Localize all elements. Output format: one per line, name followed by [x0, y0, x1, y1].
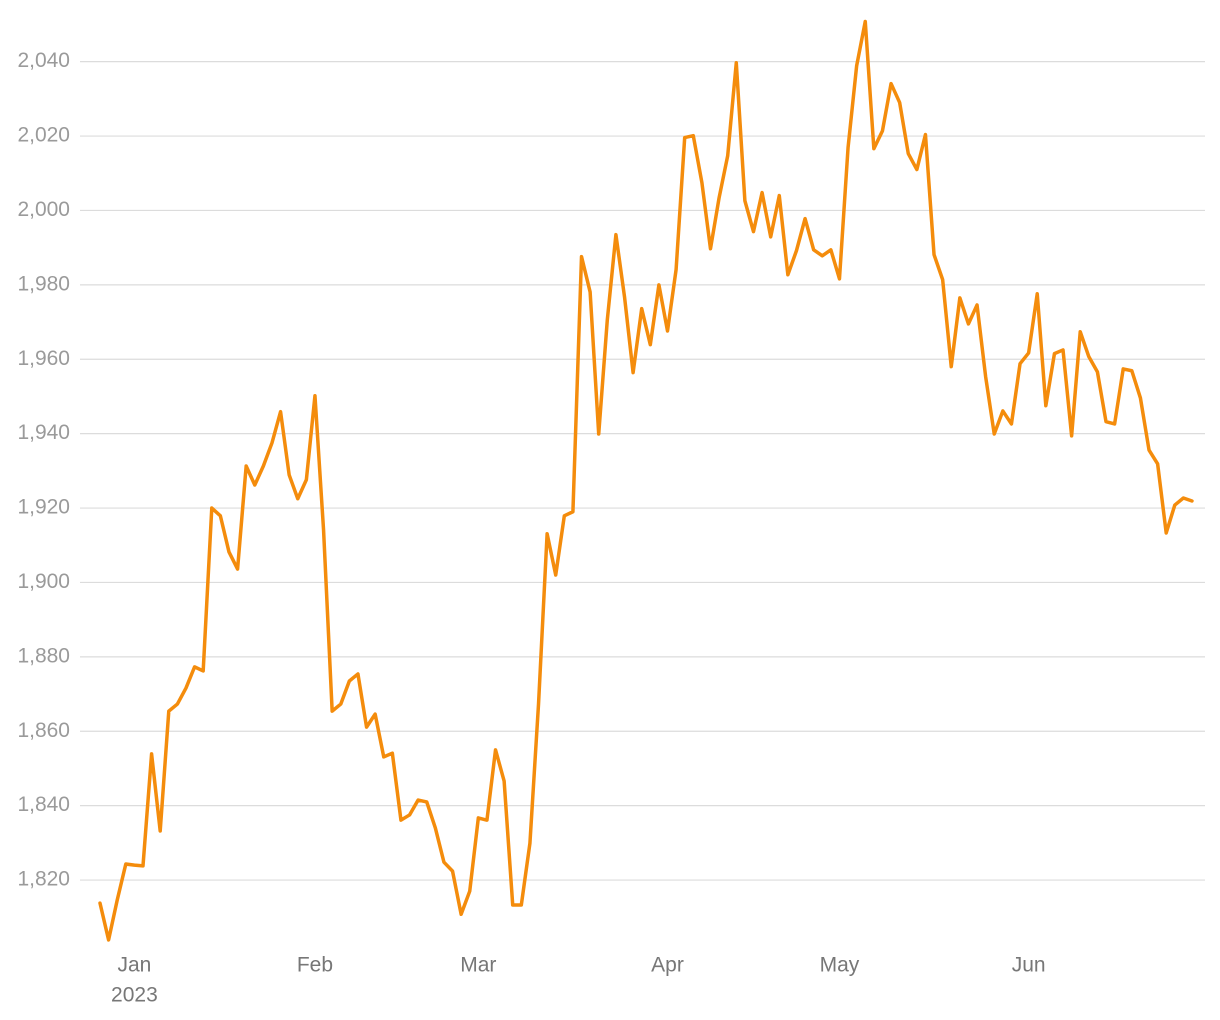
y-tick-label: 2,020	[17, 124, 70, 147]
x-year-label: 2023	[111, 984, 158, 1007]
x-tick-label: May	[820, 954, 860, 977]
y-tick-label: 1,840	[17, 793, 70, 816]
price-line	[98, 19, 1194, 942]
y-tick-label: 1,940	[17, 421, 70, 444]
y-tick-label: 2,000	[17, 198, 70, 221]
y-tick-label: 1,980	[17, 272, 70, 295]
y-tick-label: 2,040	[17, 49, 70, 72]
y-tick-label: 1,880	[17, 644, 70, 667]
x-tick-label: Mar	[460, 954, 496, 977]
x-tick-label: Jan	[117, 954, 151, 977]
x-tick-label: Apr	[651, 954, 684, 977]
y-tick-label: 1,860	[17, 719, 70, 742]
x-tick-label: Jun	[1012, 954, 1046, 977]
y-tick-label: 1,900	[17, 570, 70, 593]
y-tick-label: 1,820	[17, 868, 70, 891]
y-tick-label: 1,920	[17, 496, 70, 519]
y-tick-label: 1,960	[17, 347, 70, 370]
x-tick-label: Feb	[297, 954, 333, 977]
